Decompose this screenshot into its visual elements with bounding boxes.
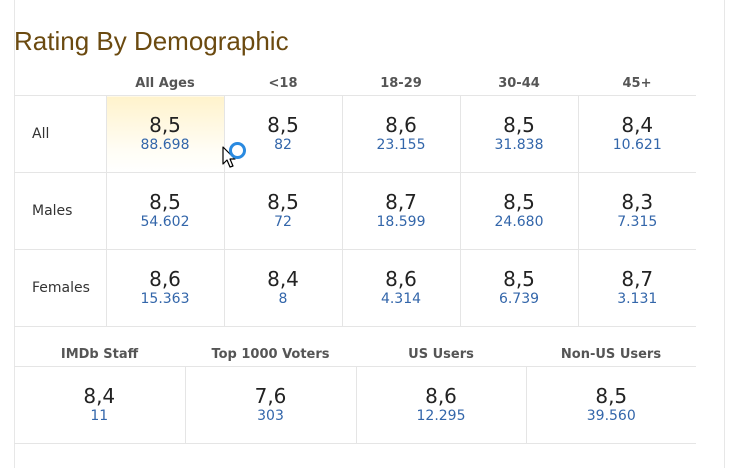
rating-cell: 8,5 6.739 [459,249,578,327]
votes-link[interactable]: 82 [274,137,292,153]
votes-link[interactable]: 8 [278,291,288,307]
rating-value: 8,5 [503,190,535,214]
votes-link[interactable]: 4.314 [380,291,422,307]
rating-cell: 8,5 54.602 [105,172,224,250]
votes-link[interactable]: 24.680 [494,214,544,230]
column-header-us-users: US Users [356,343,526,367]
rating-value: 8,4 [83,384,116,408]
rating-cell: 8,7 18.599 [341,172,460,250]
column-header-18-29: 18-29 [342,72,460,96]
table-row-all: All 8,5 88.698 8,5 82 8,6 23.155 8,5 31.838 … [14,95,696,173]
age-demographic-table: All Ages <18 18-29 30-44 45+ All 8,5 88.6… [14,72,696,327]
rating-cell: 8,5 31.838 [459,95,578,173]
column-header-all-ages: All Ages [106,72,224,96]
rating-cell: 8,5 39.560 [525,366,696,444]
rating-value: 8,6 [149,267,181,291]
column-header-non-us-users: Non-US Users [526,343,696,367]
votes-link[interactable]: 88.698 [140,137,190,153]
group-header-row: IMDb Staff Top 1000 Voters US Users Non-… [14,343,696,367]
rating-value: 8,5 [149,190,181,214]
rating-cell: 8,6 4.314 [341,249,460,327]
votes-link[interactable]: 6.739 [498,291,540,307]
age-header-row: All Ages <18 18-29 30-44 45+ [14,72,696,96]
busy-spinner-icon [229,142,246,159]
rating-cell: 8,5 82 [223,95,342,173]
rating-value: 8,7 [385,190,417,214]
rating-cell: 8,3 7.315 [577,172,696,250]
votes-link[interactable]: 11 [90,408,109,424]
page-title: Rating By Demographic [14,26,289,56]
votes-link[interactable]: 72 [274,214,292,230]
column-header-45-plus: 45+ [578,72,696,96]
column-header-top-1000-voters: Top 1000 Voters [185,343,356,367]
rating-value: 8,5 [503,267,535,291]
rating-value: 8,6 [385,267,417,291]
rating-cell: 7,6 303 [184,366,356,444]
votes-link[interactable]: 23.155 [376,137,426,153]
table-row-males: Males 8,5 54.602 8,5 72 8,7 18.599 8,5 24.68… [14,172,696,250]
rating-value: 8,4 [267,267,299,291]
rating-value: 8,3 [621,190,654,214]
votes-link[interactable]: 303 [257,408,284,424]
rating-value: 8,5 [267,113,299,137]
rating-value: 8,5 [149,113,181,137]
row-label: Males [14,172,106,250]
rating-cell: 8,7 3.131 [577,249,696,327]
votes-link[interactable]: 15.363 [140,291,190,307]
rating-cell: 8,6 15.363 [105,249,224,327]
rating-cell: 8,5 88.698 [105,95,224,173]
rating-value: 8,5 [267,190,299,214]
votes-link[interactable]: 10.621 [612,137,662,153]
table-row-groups: 8,4 11 7,6 303 8,6 12.295 8,5 39.560 [14,366,696,444]
rating-cell: 8,6 23.155 [341,95,460,173]
column-header-imdb-staff: IMDb Staff [14,343,185,367]
rating-cell: 8,4 8 [223,249,342,327]
votes-link[interactable]: 54.602 [140,214,190,230]
votes-link[interactable]: 12.295 [416,408,466,424]
rating-value: 7,6 [254,384,287,408]
row-label: All [14,95,106,173]
votes-link[interactable]: 39.560 [586,408,636,424]
votes-link[interactable]: 7.315 [617,214,658,230]
user-group-table: IMDb Staff Top 1000 Voters US Users Non-… [14,343,696,444]
column-header-30-44: 30-44 [460,72,578,96]
table-row-females: Females 8,6 15.363 8,4 8 8,6 4.314 8,5 6.739… [14,249,696,327]
row-label-header [14,72,106,96]
votes-link[interactable]: 18.599 [376,214,426,230]
votes-link[interactable]: 31.838 [494,137,544,153]
rating-value: 8,6 [385,113,417,137]
votes-link[interactable]: 3.131 [617,291,658,307]
rating-value: 8,5 [503,113,535,137]
rating-cell: 8,6 12.295 [355,366,526,444]
rating-value: 8,7 [621,267,654,291]
rating-cell: 8,5 24.680 [459,172,578,250]
rating-value: 8,4 [621,113,654,137]
rating-value: 8,5 [595,384,628,408]
row-label: Females [14,249,106,327]
rating-value: 8,6 [425,384,457,408]
rating-cell: 8,5 72 [223,172,342,250]
rating-cell: 8,4 11 [14,366,185,444]
rating-cell: 8,4 10.621 [577,95,696,173]
column-header-under-18: <18 [224,72,342,96]
